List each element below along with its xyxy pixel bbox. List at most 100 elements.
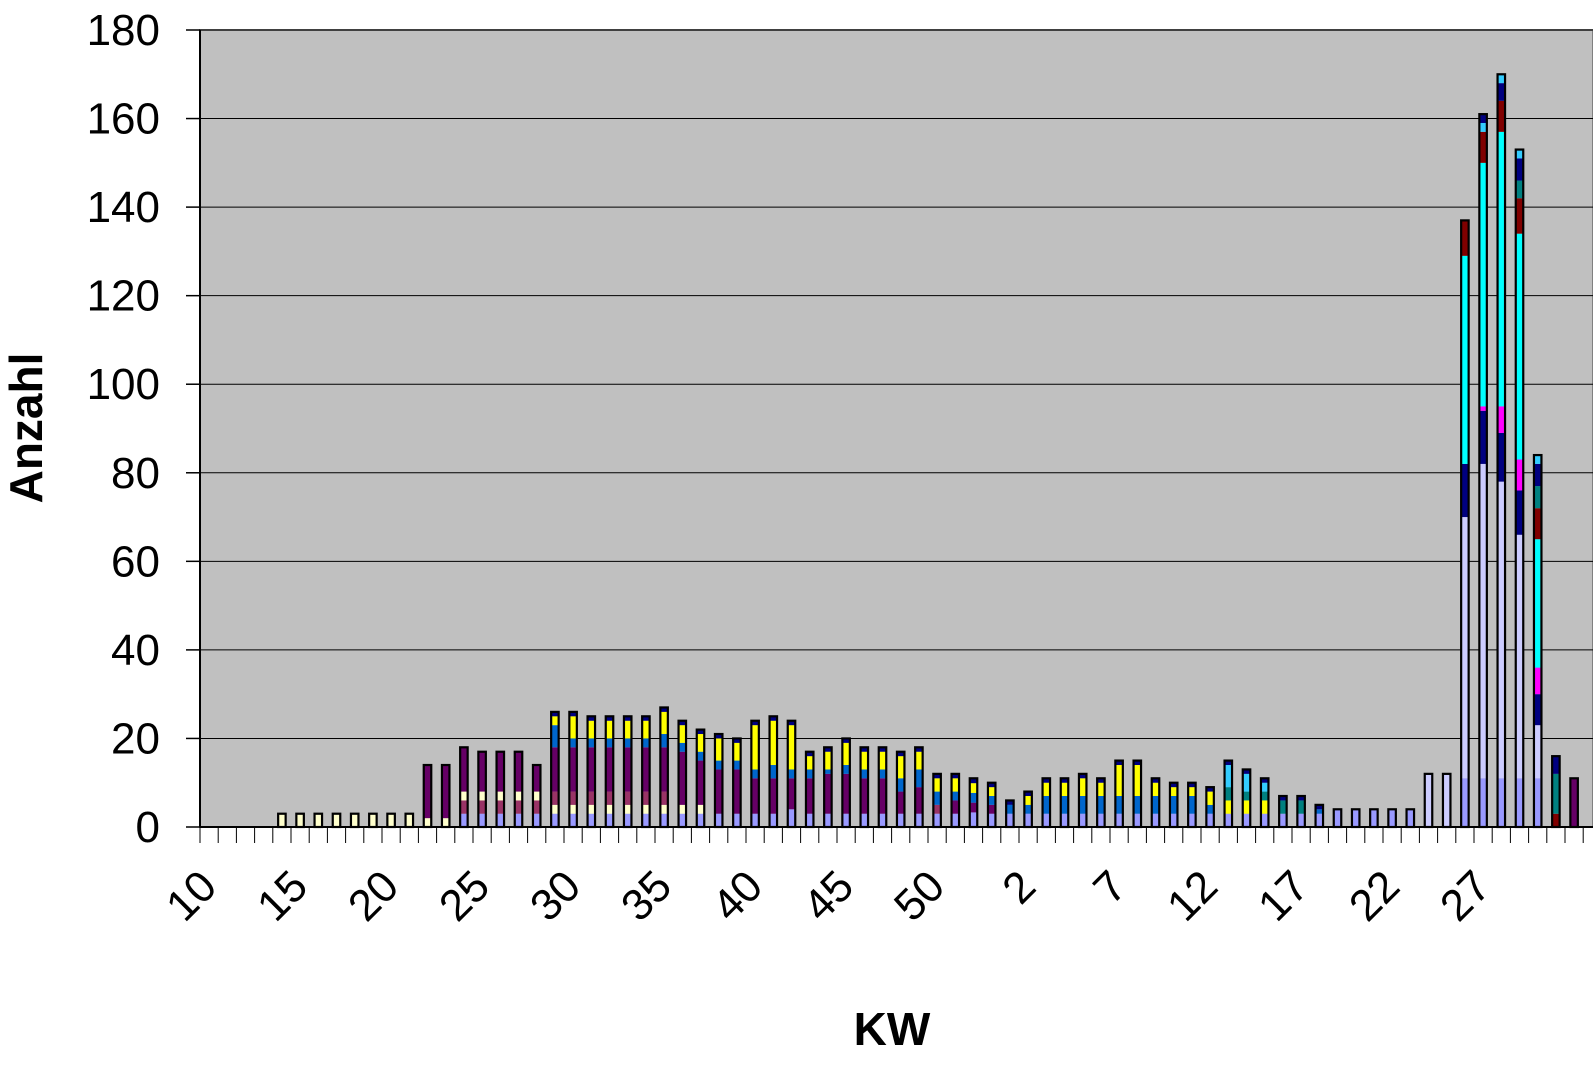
bar-segment <box>1206 813 1214 827</box>
bar-segment <box>1424 773 1433 827</box>
bar-segment <box>1533 455 1542 464</box>
bar-segment <box>551 747 559 792</box>
stacked-bar <box>1041 777 1052 829</box>
bar-segment <box>1461 463 1469 518</box>
bar-segment <box>423 818 432 827</box>
bar-segment <box>1224 760 1233 766</box>
bar-segment <box>1224 787 1233 801</box>
bar-segment <box>514 800 523 814</box>
bar-segment <box>769 716 778 721</box>
bar-segment <box>1188 796 1196 814</box>
bar-segment <box>1479 406 1487 411</box>
y-tick-label: 120 <box>87 272 160 321</box>
bar-segment <box>787 725 796 770</box>
x-tick-label: 15 <box>248 861 317 930</box>
x-tick-label: 25 <box>430 861 499 930</box>
x-tick-label: 22 <box>1340 861 1409 930</box>
bar-segment <box>696 804 705 814</box>
bar-segment <box>824 751 832 770</box>
bar-segment <box>987 782 996 788</box>
bar-segment <box>678 742 687 752</box>
bar-segment <box>660 804 668 814</box>
bar-segment <box>1242 791 1251 801</box>
bar-segment <box>1497 432 1506 482</box>
bar-segment <box>769 813 778 827</box>
stacked-bar <box>1023 790 1033 829</box>
bar-segment <box>514 791 523 801</box>
bar-segment <box>569 711 577 717</box>
stacked-bar <box>349 812 360 829</box>
bar-segment <box>605 747 614 792</box>
bar-segment <box>1533 667 1542 695</box>
y-tick-label: 40 <box>111 626 160 675</box>
bar-segment <box>1097 782 1105 797</box>
bar-segment <box>1479 162 1487 407</box>
bar-segment <box>951 773 960 779</box>
bar-segment <box>733 742 741 761</box>
stacked-bar <box>1387 808 1397 829</box>
bar-segment <box>842 773 850 814</box>
bar-segment <box>733 738 741 743</box>
stacked-bar <box>1187 781 1197 829</box>
bar-segment <box>587 747 596 792</box>
bar-segment <box>587 738 596 748</box>
bar-segment <box>623 804 632 814</box>
bar-segment <box>915 751 923 770</box>
bar-segment <box>1297 800 1305 814</box>
x-tick-label: 27 <box>1431 861 1500 930</box>
stacked-bar <box>659 706 669 829</box>
bar-segment <box>1133 760 1142 766</box>
bar-segment <box>296 813 304 827</box>
stacked-bar <box>968 777 979 829</box>
bar-segment <box>1151 782 1160 797</box>
stacked-bar <box>895 750 906 829</box>
bar-segment <box>769 720 778 766</box>
gridlines <box>200 29 1593 739</box>
bar-segment <box>660 734 668 748</box>
bar-segment <box>660 747 668 792</box>
bar-segment <box>1260 778 1269 783</box>
bar-segment <box>1006 800 1014 805</box>
bar-segment <box>1497 131 1506 407</box>
bar-segment <box>915 787 923 814</box>
bar-segment <box>896 813 905 827</box>
stacked-bar <box>1259 777 1270 829</box>
bar-segment <box>769 778 778 814</box>
stacked-bar <box>1350 808 1361 829</box>
bar-segment <box>1042 796 1051 814</box>
bar-segment <box>551 725 559 748</box>
bar-segment <box>1533 486 1542 509</box>
stacked-bar <box>1150 777 1161 829</box>
bar-segment <box>1042 782 1051 797</box>
stacked-bar <box>459 746 469 829</box>
bar-segment <box>787 778 796 810</box>
bar-segment <box>423 765 432 819</box>
stacked-bar <box>1168 781 1179 829</box>
y-tick-label: 100 <box>87 360 160 409</box>
bar-segment <box>1461 517 1469 779</box>
y-tick-label: 160 <box>87 95 160 144</box>
bar-segment <box>623 813 632 827</box>
bar-segment <box>933 778 941 792</box>
bar-segment <box>1060 796 1069 814</box>
bar-segment <box>405 813 414 827</box>
bar-segment <box>1515 158 1524 181</box>
bar-segment <box>878 751 887 770</box>
bar-segment <box>1133 765 1142 797</box>
stacked-bar <box>404 812 415 829</box>
stacked-bar <box>531 763 542 829</box>
bar-segment <box>496 751 505 792</box>
bar-segment <box>1169 796 1178 814</box>
stacked-bar <box>586 715 597 829</box>
x-tick-label: 10 <box>157 861 226 930</box>
stacked-bar <box>950 772 961 829</box>
stacked-bar <box>1423 772 1434 829</box>
stacked-bar <box>513 750 524 829</box>
bar-segment <box>1006 813 1014 827</box>
bar-segment <box>1351 809 1360 827</box>
bar-segment <box>460 813 468 827</box>
bar-segment <box>1024 791 1032 797</box>
bar-segment <box>751 725 759 770</box>
bar-segment <box>642 720 650 739</box>
bar-segment <box>696 813 705 827</box>
